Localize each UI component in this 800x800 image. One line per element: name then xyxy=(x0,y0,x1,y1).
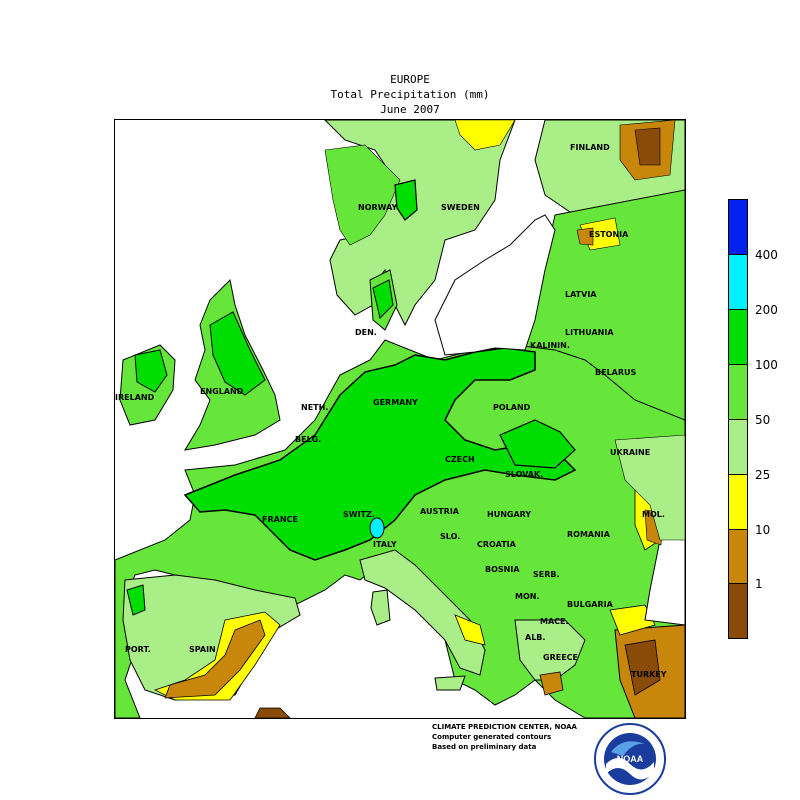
label-latvia: LATVIA xyxy=(565,290,597,299)
italy-yellow xyxy=(454,614,486,646)
label-bosnia: BOSNIA xyxy=(485,565,520,574)
legend-tick-100: 100 xyxy=(755,358,778,372)
legend-band-400-plus xyxy=(729,200,747,255)
label-moldova: MOL. xyxy=(642,510,665,519)
label-bulgaria: BULGARIA xyxy=(567,600,613,609)
legend-tick-25: 25 xyxy=(755,468,771,482)
map-period: June 2007 xyxy=(380,103,440,116)
ireland-wet xyxy=(134,349,168,393)
label-switzerland: SWITZ. xyxy=(343,510,375,519)
credit-data-note: Based on preliminary data xyxy=(432,743,537,751)
baltic-sea xyxy=(434,214,556,356)
map-subtitle: Total Precipitation (mm) xyxy=(330,88,490,101)
label-italy: ITALY xyxy=(373,540,397,549)
label-slovakia: SLOVAK. xyxy=(505,470,544,479)
label-norway: NORWAY xyxy=(358,203,398,212)
sweden-yellow xyxy=(454,120,516,151)
spain-dry xyxy=(164,619,266,699)
precipitation-map: FINLAND NORWAY SWEDEN ESTONIA LATVIA LIT… xyxy=(114,119,686,719)
label-austria: AUSTRIA xyxy=(420,507,459,516)
map-canvas xyxy=(115,120,685,718)
legend-band-10-25 xyxy=(729,475,747,530)
legend-band-50-100 xyxy=(729,365,747,420)
label-estonia: ESTONIA xyxy=(589,230,629,239)
label-spain: SPAIN xyxy=(189,645,216,654)
map-title: EUROPE xyxy=(390,73,430,86)
label-montenegro: MON. xyxy=(515,592,540,601)
poland-wet-patch xyxy=(499,419,576,469)
norway-wet-core xyxy=(394,179,418,221)
ukraine-east xyxy=(614,434,685,541)
map-title-block: EUROPE Total Precipitation (mm) June 200… xyxy=(300,72,520,117)
label-finland: FINLAND xyxy=(570,143,610,152)
label-ireland: IRELAND xyxy=(115,393,155,402)
label-england: ENGLAND xyxy=(200,387,244,396)
label-slovenia: SLO. xyxy=(440,532,461,541)
legend-tick-10: 10 xyxy=(755,523,771,537)
finland-very-dry xyxy=(634,127,661,166)
label-czech: CZECH xyxy=(445,455,475,464)
credit-method: Computer generated contours xyxy=(432,733,552,741)
label-romania: ROMANIA xyxy=(567,530,610,539)
legend-band-200-400 xyxy=(729,255,747,310)
label-macedonia: MACE. xyxy=(540,617,569,626)
legend-tick-200: 200 xyxy=(755,303,778,317)
alps-very-wet xyxy=(369,517,385,539)
label-kaliningrad: KALININ. xyxy=(530,341,570,350)
norway-region xyxy=(324,144,401,246)
sardinia-land xyxy=(370,589,391,626)
noaa-logo: NOAA xyxy=(593,722,667,796)
label-ukraine: UKRAINE xyxy=(610,448,651,457)
italy-land xyxy=(359,549,486,676)
label-portugal: PORT. xyxy=(125,645,151,654)
turkey-yellow xyxy=(609,604,656,636)
label-albania: ALB. xyxy=(525,633,546,642)
credit-source: CLIMATE PREDICTION CENTER, NOAA xyxy=(432,723,577,731)
label-greece: GREECE xyxy=(543,653,578,662)
label-croatia: CROATIA xyxy=(477,540,516,549)
portugal-wet xyxy=(126,584,146,616)
label-sweden: SWEDEN xyxy=(441,203,480,212)
turkey-very-dry xyxy=(624,639,661,696)
credits-block: CLIMATE PREDICTION CENTER, NOAA Computer… xyxy=(432,722,577,752)
label-lithuania: LITHUANIA xyxy=(565,328,614,337)
label-denmark: DEN. xyxy=(355,328,377,337)
estonia-dry xyxy=(576,227,594,246)
label-belgium: BELG. xyxy=(295,435,322,444)
sicily-land xyxy=(434,675,466,691)
label-poland: POLAND xyxy=(493,403,531,412)
greece-land xyxy=(514,619,586,681)
legend-tick-50: 50 xyxy=(755,413,771,427)
label-turkey: TURKEY xyxy=(631,670,667,679)
label-netherlands: NETH. xyxy=(301,403,329,412)
central-europe-wet xyxy=(183,347,577,561)
label-hungary: HUNGARY xyxy=(487,510,532,519)
denmark-wet xyxy=(372,279,394,319)
precipitation-legend xyxy=(728,199,748,639)
label-belarus: BELARUS xyxy=(595,368,637,377)
label-serbia: SERB. xyxy=(533,570,560,579)
england-wet xyxy=(209,311,266,396)
label-germany: GERMANY xyxy=(373,398,418,407)
legend-band-below-1 xyxy=(729,584,747,638)
noaa-logo-text: NOAA xyxy=(617,754,644,764)
legend-tick-400: 400 xyxy=(755,248,778,262)
label-france: FRANCE xyxy=(262,515,298,524)
north-africa-dry xyxy=(254,707,291,718)
greece-dry xyxy=(539,671,564,696)
legend-tick-1: 1 xyxy=(755,577,763,591)
legend-band-25-50 xyxy=(729,420,747,475)
noaa-logo-graphic: NOAA xyxy=(594,723,666,795)
legend-band-1-10 xyxy=(729,530,747,584)
legend-band-100-200 xyxy=(729,310,747,365)
